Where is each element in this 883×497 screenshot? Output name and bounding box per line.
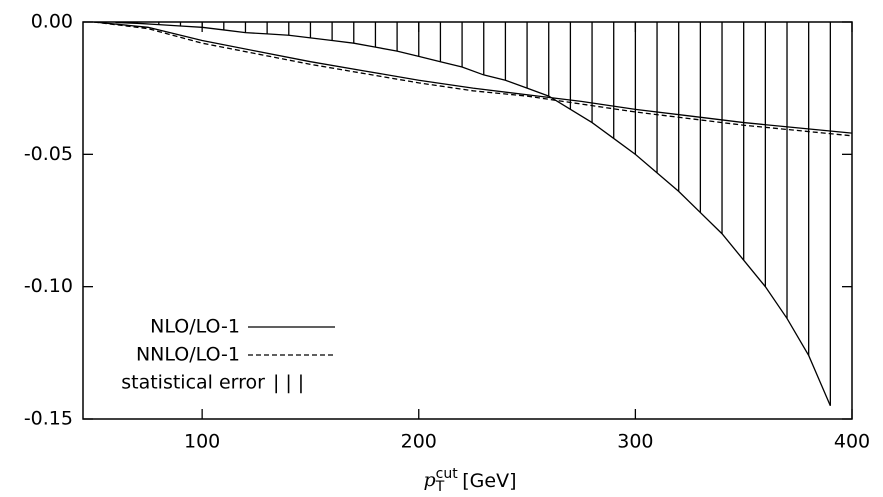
- x-label-symbol: p: [423, 469, 435, 491]
- plot-area: [93, 22, 852, 407]
- legend-label: NLO/LO-1: [150, 316, 240, 338]
- legend-label: statistical error: [121, 372, 265, 394]
- error-boundary: [115, 22, 831, 407]
- y-tick-label: 0.00: [31, 11, 73, 33]
- x-label-superscript: cut: [436, 466, 459, 482]
- x-label-unit: [GeV]: [462, 470, 516, 492]
- x-tick-label: 400: [834, 431, 870, 453]
- x-tick-label: 300: [617, 431, 653, 453]
- y-tick-label: -0.05: [24, 143, 73, 165]
- legend-swatch: |||: [273, 372, 310, 394]
- y-tick-label: -0.10: [24, 275, 73, 297]
- series-line: [93, 22, 852, 134]
- legend-label: NNLO/LO-1: [136, 344, 240, 366]
- x-tick-label: 200: [401, 431, 437, 453]
- series-line: [93, 22, 852, 137]
- y-tick-label: -0.15: [24, 408, 73, 430]
- plot-frame: [82, 21, 853, 420]
- x-tick-label: 100: [184, 431, 220, 453]
- x-label-subscript: T: [435, 479, 445, 493]
- x-axis-label: pcut T [GeV]: [423, 466, 516, 493]
